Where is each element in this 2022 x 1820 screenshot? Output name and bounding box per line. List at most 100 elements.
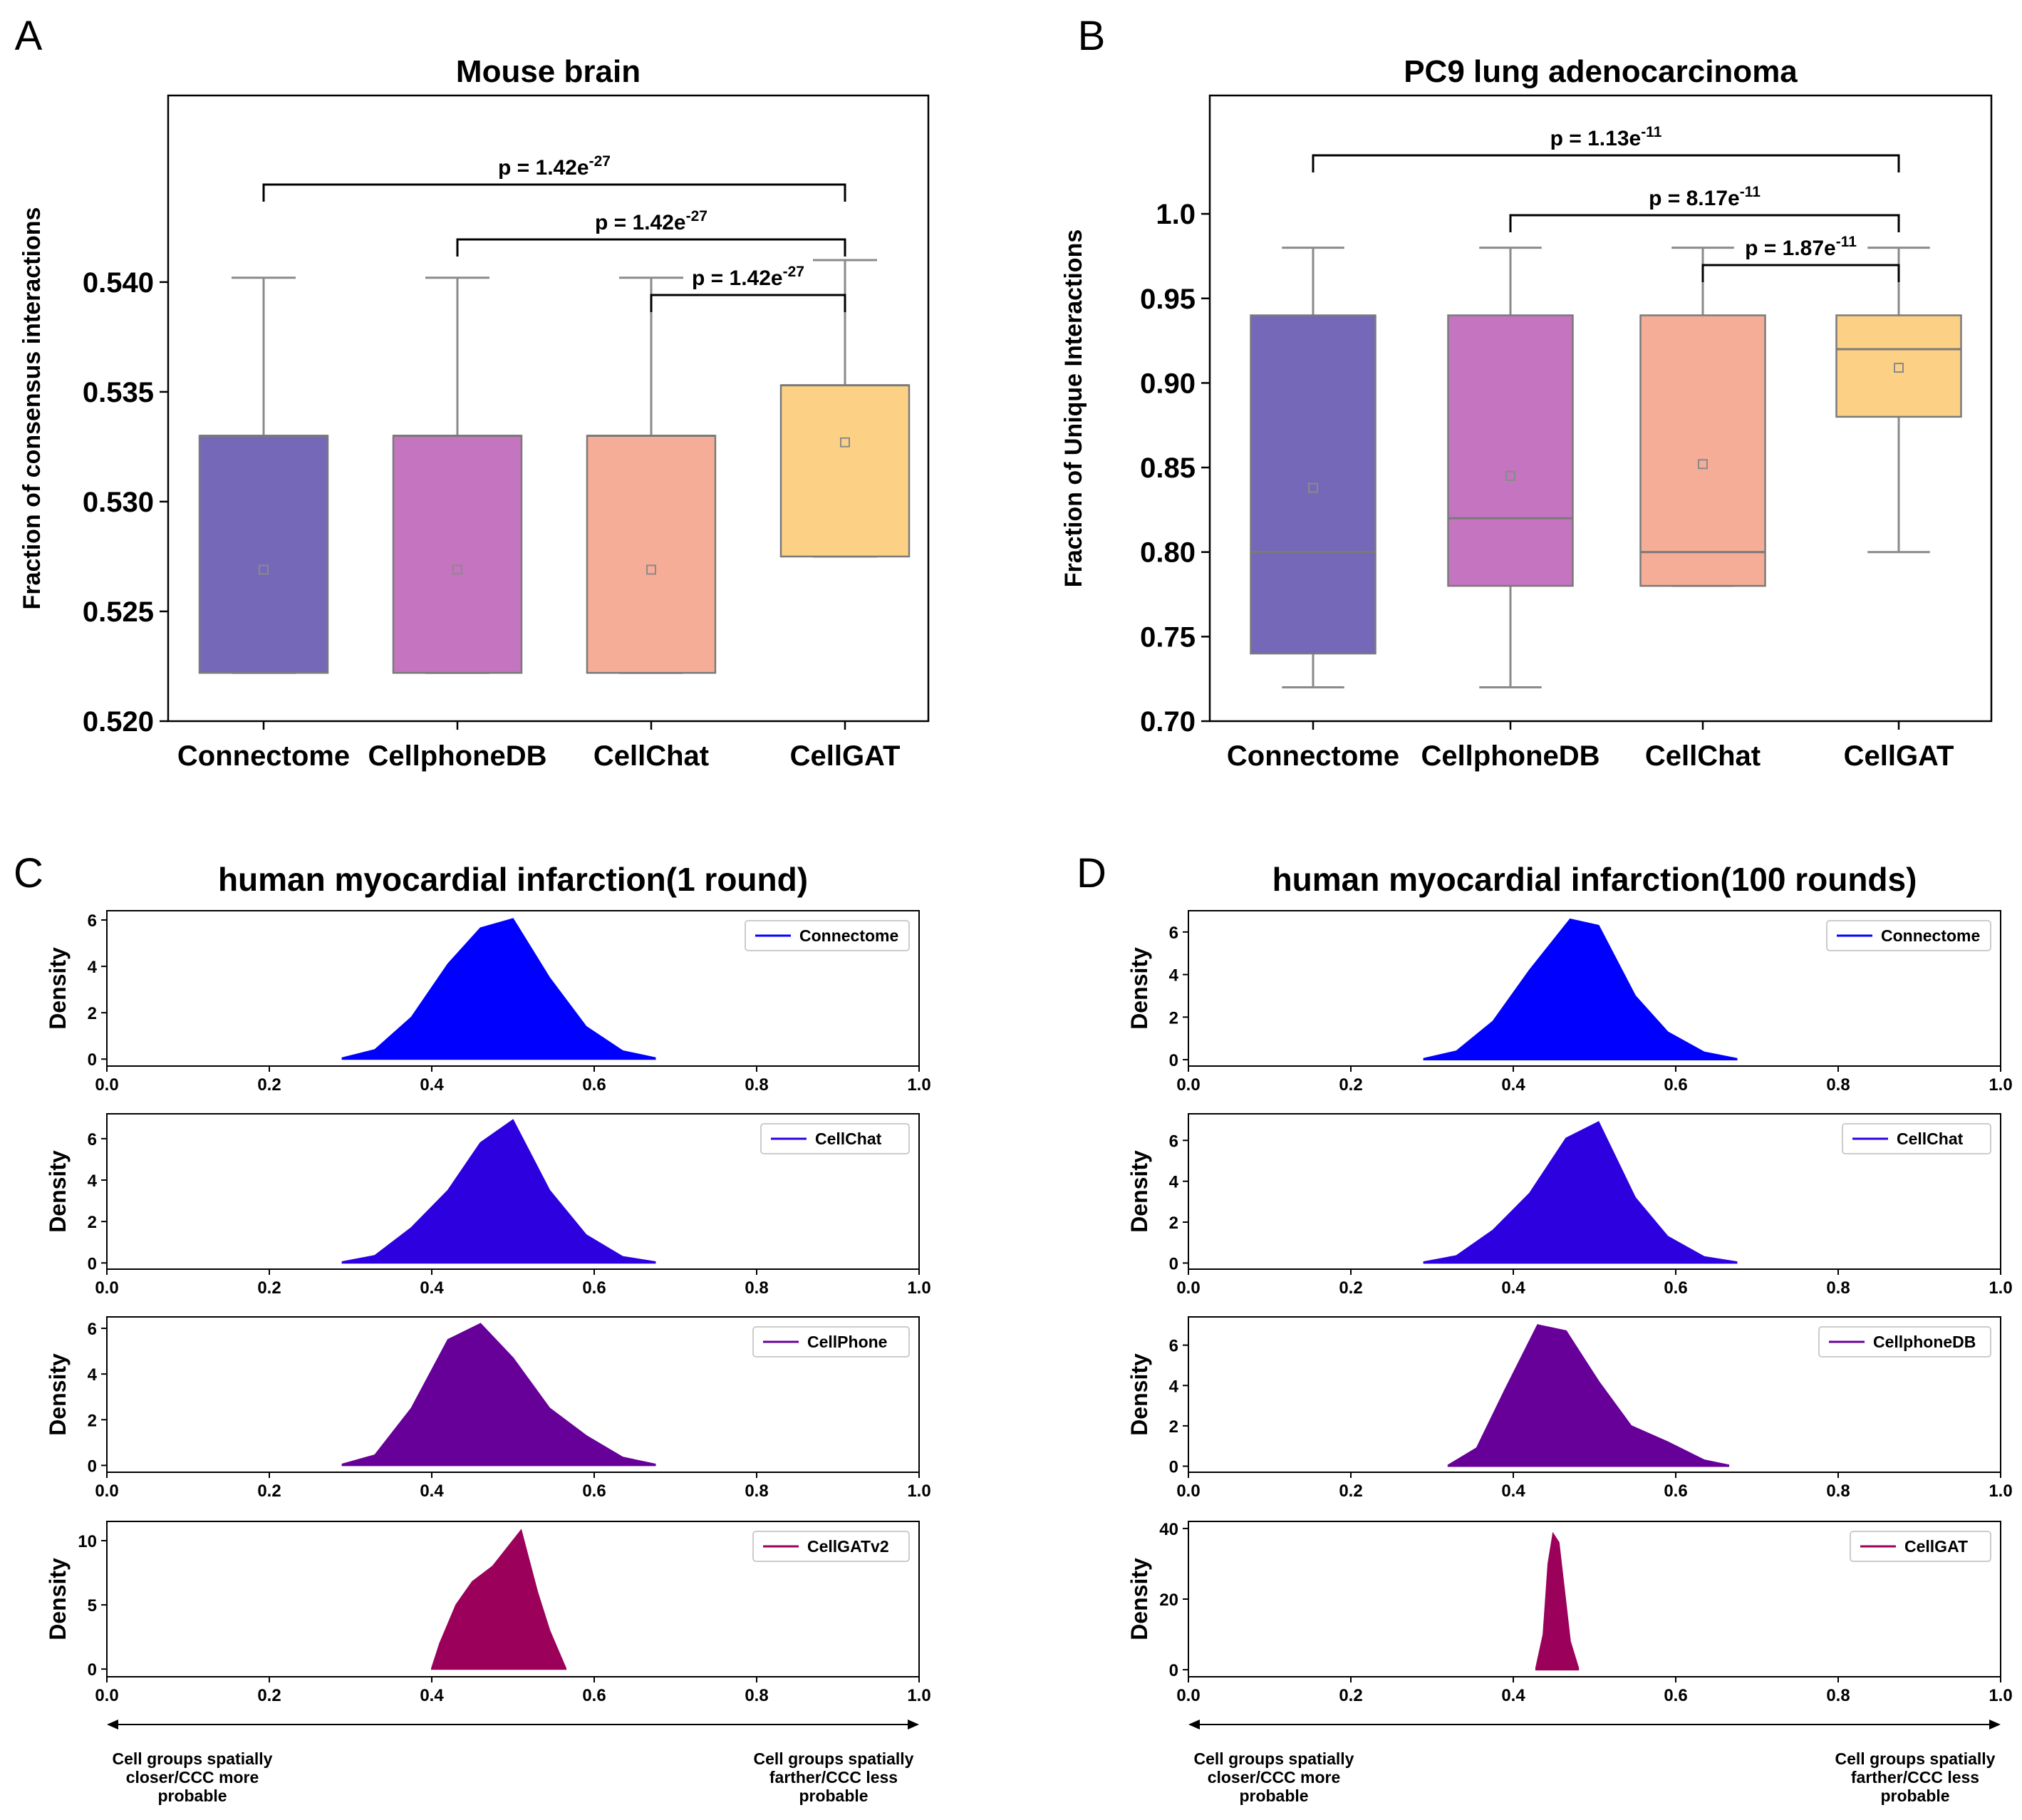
plot-frame <box>1188 1113 2001 1270</box>
plot-frame <box>1208 94 1993 723</box>
p-value-exponent: -11 <box>1641 124 1662 140</box>
mean-marker <box>452 564 462 575</box>
y-tick-label: 0.90 <box>1140 368 1196 399</box>
x-tick-label: 0.4 <box>1501 1075 1525 1095</box>
bracket-line <box>1701 264 1900 282</box>
x-tick-label: 0.4 <box>1501 1482 1525 1501</box>
box-CellphoneDB: CellphoneDB <box>1421 247 1600 772</box>
x-tick-label: 0.2 <box>1339 1482 1362 1501</box>
x-tick-label: 0.0 <box>95 1686 118 1705</box>
p-value-base: p = 1.42e <box>498 156 589 180</box>
box-body <box>1447 314 1574 587</box>
x-tick-label: 0.6 <box>582 1278 606 1298</box>
y-axis-label: Density <box>1126 1150 1152 1233</box>
mean-marker <box>840 437 850 448</box>
y-tick-label: 0.535 <box>83 377 154 408</box>
box-CellChat: CellChat <box>586 276 717 772</box>
bracket-line <box>650 294 846 312</box>
density-plot-CellChat: 0 2 4 6 Density 0.0 0.2 0.4 0.6 0.8 1.0 CellChat <box>1126 1113 2013 1298</box>
y-axis-label: Density <box>45 947 71 1030</box>
legend-label: CellPhone <box>807 1333 887 1351</box>
legend: CellGATv2 <box>752 1531 910 1562</box>
x-tick-label: 1.0 <box>907 1075 930 1095</box>
left-note-line: probable <box>157 1787 227 1805</box>
y-tick-label: 4 <box>1169 1377 1179 1396</box>
x-tick-label: 0.8 <box>1826 1686 1850 1705</box>
box-body <box>1835 314 1962 418</box>
right-note-line: probable <box>1880 1787 1949 1805</box>
x-tick-label: 1.0 <box>1989 1075 2012 1095</box>
p-value-label: p = 1.87e-11 <box>1745 234 1857 260</box>
p-value-base: p = 1.42e <box>692 267 783 290</box>
legend-label: CellGAT <box>1904 1537 1968 1556</box>
left-note-line: closer/CCC more <box>126 1768 259 1787</box>
y-tick-label: 2 <box>1169 1214 1178 1233</box>
legend-box <box>1826 920 1991 951</box>
density-area <box>1423 1121 1738 1264</box>
significance-bracket: p = 8.17e-11 <box>1509 184 1900 232</box>
y-tick-label: 6 <box>1169 924 1178 943</box>
chart-D: human myocardial infarction(100 rounds) 0… <box>1126 861 2013 1805</box>
chart-title: PC9 lung adenocarcinoma <box>1404 54 1798 89</box>
x-tick-label: Connectome <box>177 740 350 772</box>
legend: CellChat <box>1842 1123 1991 1154</box>
box-Connectome: Connectome <box>1227 247 1399 772</box>
p-value-base: p = 8.17e <box>1649 187 1740 210</box>
y-tick-label: 6 <box>88 1130 97 1149</box>
density-plot-CellChat: 0 2 4 6 Density 0.0 0.2 0.4 0.6 0.8 1.0 CellChat <box>45 1113 931 1298</box>
x-tick-label: 1.0 <box>1989 1278 2012 1298</box>
significance-bracket: p = 1.87e-11 <box>1701 234 1900 282</box>
density-area <box>1535 1531 1580 1671</box>
y-tick-label: 0 <box>1169 1254 1178 1273</box>
density-area <box>341 1119 656 1264</box>
mean-marker <box>1505 470 1515 481</box>
x-tick-label: 0.6 <box>1664 1686 1687 1705</box>
y-tick-label: 6 <box>1169 1337 1178 1356</box>
legend: Connectome <box>745 920 910 951</box>
x-tick-label: 1.0 <box>907 1482 930 1501</box>
x-tick-label: 0.8 <box>745 1686 768 1705</box>
significance-bracket: p = 1.42e-27 <box>262 153 846 202</box>
p-value-exponent: -11 <box>1740 184 1761 200</box>
x-tick-label: 0.4 <box>1501 1686 1525 1705</box>
panel-label-B: B <box>1078 13 1106 59</box>
x-tick-label: 0.0 <box>1176 1686 1200 1705</box>
bracket-line <box>456 238 846 257</box>
y-tick-label: 2 <box>88 1004 97 1023</box>
y-tick-label: 0.85 <box>1140 453 1196 484</box>
x-tick-label: 0.8 <box>745 1482 768 1501</box>
arrow-head-right <box>908 1720 919 1729</box>
left-note-line: closer/CCC more <box>1208 1768 1341 1787</box>
box-body <box>1250 314 1376 655</box>
chart-title: human myocardial infarction(100 rounds) <box>1272 861 1917 898</box>
y-tick-label: 0.525 <box>83 596 154 628</box>
x-tick-label: 0.4 <box>420 1278 444 1298</box>
y-tick-label: 0.75 <box>1140 621 1196 653</box>
y-tick-label: 0 <box>88 1660 97 1680</box>
p-value-exponent: -27 <box>589 153 611 170</box>
legend-label: Connectome <box>1881 926 1980 945</box>
chart-B: PC9 lung adenocarcinoma Fraction of Uniqu… <box>1060 54 1993 772</box>
y-tick-label: 0 <box>88 1050 97 1070</box>
x-tick-label: 0.0 <box>1176 1482 1200 1501</box>
x-tick-label: CellChat <box>593 740 709 772</box>
box-CellGAT: CellGAT <box>1835 247 1962 772</box>
y-tick-label: 2 <box>88 1411 97 1430</box>
arrow-head-left <box>1188 1720 1200 1729</box>
x-tick-label: 1.0 <box>1989 1482 2012 1501</box>
y-tick-label: 10 <box>78 1532 97 1551</box>
plot-frame <box>167 94 930 723</box>
mean-marker <box>1698 459 1708 470</box>
x-tick-label: 0.0 <box>1176 1075 1200 1095</box>
y-tick-label: 4 <box>88 1172 98 1191</box>
x-tick-label: 0.6 <box>1664 1075 1687 1095</box>
x-tick-label: 0.0 <box>1176 1278 1200 1298</box>
legend-box <box>752 1531 910 1562</box>
legend-label: CellChat <box>815 1129 882 1148</box>
x-tick-label: 0.0 <box>95 1278 118 1298</box>
p-value-label: p = 1.42e-27 <box>595 208 707 234</box>
y-tick-label: 0 <box>88 1254 97 1273</box>
x-tick-label: 0.6 <box>582 1075 606 1095</box>
right-note-line: probable <box>799 1787 868 1805</box>
